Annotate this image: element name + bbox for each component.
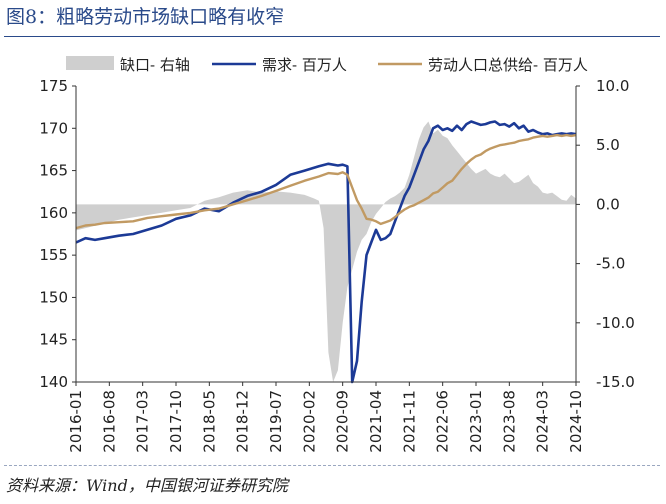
title-divider bbox=[4, 36, 660, 37]
y-left-tick-label: 170 bbox=[39, 119, 68, 137]
y-right-tick-label: -10.0 bbox=[596, 314, 635, 332]
y-right-tick-label: 5.0 bbox=[596, 136, 620, 154]
y-right-tick-label: 0.0 bbox=[596, 195, 620, 213]
chart: 缺口- 右轴 需求- 百万人 劳动人口总供给- 百万人 140 145 150 155 16… bbox=[39, 56, 635, 453]
y-left-tick-label: 165 bbox=[39, 162, 68, 180]
x-tick-label: 2023-08 bbox=[500, 390, 518, 453]
x-tick-label: 2018-12 bbox=[234, 390, 252, 453]
x-tick-label: 2024-03 bbox=[534, 390, 552, 453]
plot-area bbox=[75, 120, 577, 384]
y-left-tick-label: 150 bbox=[39, 288, 68, 306]
legend: 缺口- 右轴 需求- 百万人 劳动人口总供给- 百万人 bbox=[66, 56, 588, 74]
y-right-tick-label: -15.0 bbox=[596, 373, 635, 391]
gap-area bbox=[76, 121, 576, 382]
labor-supply-line bbox=[75, 133, 577, 230]
x-tick-label: 2022-06 bbox=[434, 390, 452, 453]
y-left-tick-label: 140 bbox=[39, 373, 68, 391]
y-left-tick-label: 160 bbox=[39, 204, 68, 222]
x-tick-label: 2016-01 bbox=[67, 390, 85, 453]
y-left-tick-label: 175 bbox=[39, 77, 68, 95]
y-left-tick-label: 155 bbox=[39, 246, 68, 264]
x-tick-label: 2019-07 bbox=[267, 390, 285, 453]
figure-title: 图8：粗略劳动市场缺口略有收窄 bbox=[6, 6, 285, 28]
legend-item-labor: 劳动人口总供给- 百万人 bbox=[378, 56, 588, 74]
x-tick-label: 2017-03 bbox=[134, 390, 152, 453]
legend-label: 劳动人口总供给- 百万人 bbox=[428, 56, 588, 74]
x-tick-label: 2017-10 bbox=[167, 390, 185, 453]
x-tick-label: 2021-11 bbox=[400, 390, 418, 453]
x-tick-label: 2018-05 bbox=[200, 390, 218, 453]
y-right-tick-label: -5.0 bbox=[596, 255, 625, 273]
legend-label: 需求- 百万人 bbox=[262, 56, 347, 74]
source-divider bbox=[4, 465, 660, 466]
x-tick-label: 2016-08 bbox=[100, 390, 118, 453]
legend-swatch bbox=[66, 56, 114, 70]
y-right-tick-label: 10.0 bbox=[596, 77, 629, 95]
x-axis: 2016-01 2016-08 2017-03 2017-10 2018-05 2018-… bbox=[67, 381, 585, 453]
x-tick-label: 2020-02 bbox=[300, 390, 318, 453]
y-axis-left: 140 145 150 155 160 165 170 175 bbox=[39, 77, 77, 391]
x-tick-label: 2023-01 bbox=[467, 390, 485, 453]
source-note: 资料来源：Wind，中国银河证券研究院 bbox=[6, 476, 288, 495]
x-tick-label: 2021-04 bbox=[367, 390, 385, 453]
legend-item-demand: 需求- 百万人 bbox=[212, 56, 347, 74]
y-left-tick-label: 145 bbox=[39, 331, 68, 349]
x-tick-label: 2020-09 bbox=[334, 390, 352, 453]
legend-item-gap: 缺口- 右轴 bbox=[66, 56, 190, 74]
x-tick-label: 2024-10 bbox=[567, 390, 585, 453]
y-axis-right: -15.0 -10.0 -5.0 0.0 5.0 10.0 bbox=[575, 77, 635, 391]
legend-label: 缺口- 右轴 bbox=[120, 56, 190, 74]
